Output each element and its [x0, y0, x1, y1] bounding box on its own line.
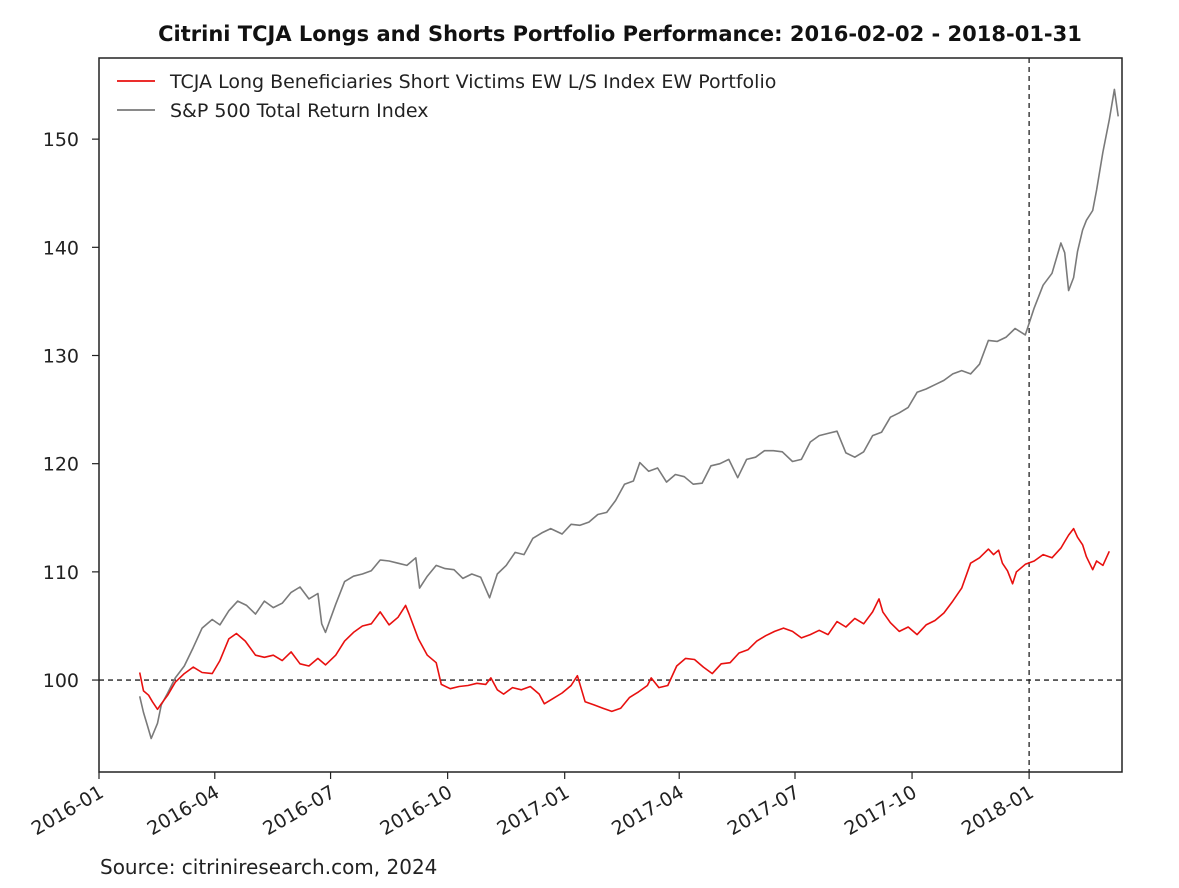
chart-title: Citrini TCJA Longs and Shorts Portfolio … [158, 22, 1082, 46]
y-tick-label: 130 [43, 346, 79, 368]
y-tick-label: 150 [43, 129, 79, 151]
reference-lines [99, 58, 1122, 772]
series-line-sp500 [138, 88, 1119, 740]
x-tick-label: 2017-04 [608, 781, 688, 840]
y-tick-label: 110 [43, 562, 79, 584]
series-line-tcja-ls [138, 527, 1111, 713]
legend-label: TCJA Long Beneficiaries Short Victims EW… [169, 71, 776, 93]
series-layer [138, 88, 1119, 740]
plot-frame [98, 57, 1123, 773]
x-tick-label: 2016-01 [28, 781, 108, 840]
y-tick-label: 100 [43, 670, 79, 692]
legend-label: S&P 500 Total Return Index [170, 100, 429, 122]
y-tick-label: 120 [43, 454, 79, 476]
x-tick-label: 2018-01 [958, 781, 1038, 840]
legend: TCJA Long Beneficiaries Short Victims EW… [117, 71, 776, 122]
y-tick-label: 140 [43, 237, 79, 259]
x-tick-label: 2016-04 [144, 781, 224, 840]
source-note: Source: citriniresearch.com, 2024 [100, 855, 438, 879]
x-tick-label: 2016-10 [376, 781, 456, 840]
x-tick-label: 2016-07 [259, 781, 339, 840]
axes-layer: 100 110 120 130 140 150 2016-01 2016-04 2016-07 2… [28, 129, 1038, 840]
x-tick-label: 2017-01 [493, 781, 573, 840]
x-tick-label: 2017-10 [841, 781, 921, 840]
x-tick-label: 2017-07 [724, 781, 804, 840]
